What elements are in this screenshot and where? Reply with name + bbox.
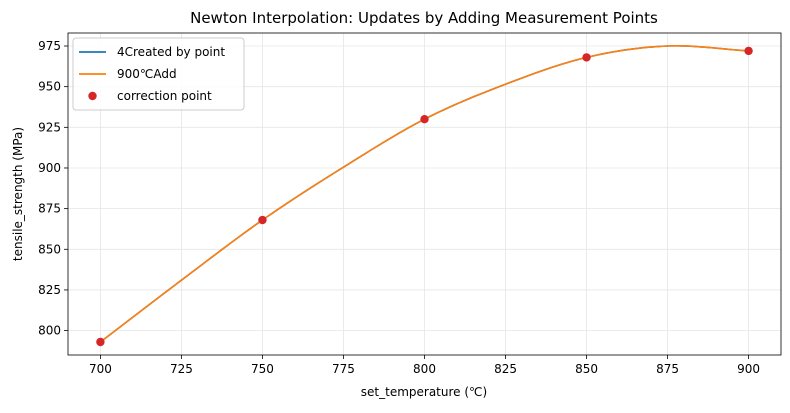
grid — [68, 33, 781, 355]
y-tick-label: 900 — [38, 161, 61, 175]
x-tick-label: 800 — [413, 362, 436, 376]
x-axis-label: set_temperature (℃) — [361, 385, 487, 399]
y-tick-label: 825 — [38, 283, 61, 297]
legend-label: 4Created by point — [117, 45, 225, 59]
y-tick-label: 950 — [38, 80, 61, 94]
series — [96, 45, 753, 347]
legend-label: correction point — [117, 89, 212, 103]
legend-box — [72, 37, 245, 111]
correction-point-marker — [582, 53, 591, 62]
x-tick-label: 900 — [737, 362, 760, 376]
x-tick-label: 700 — [89, 362, 112, 376]
x-tick-label: 825 — [494, 362, 517, 376]
y-axis-ticks: 800 825 850 875 900 925 950 975 — [38, 39, 68, 338]
x-tick-label: 725 — [170, 362, 193, 376]
x-tick-label: 750 — [251, 362, 274, 376]
x-tick-label: 775 — [332, 362, 355, 376]
y-axis-label: tensile_strength (MPa) — [11, 127, 25, 261]
chart-title: Newton Interpolation: Updates by Adding … — [190, 9, 658, 27]
x-tick-label: 875 — [656, 362, 679, 376]
correction-point-marker — [96, 337, 105, 347]
y-tick-label: 975 — [38, 39, 61, 53]
x-tick-label: 850 — [575, 362, 598, 376]
y-tick-label: 800 — [38, 324, 61, 338]
legend-swatch-marker — [88, 91, 97, 101]
legend: 4Created by point 900℃Add correction point — [72, 37, 245, 111]
correction-point-marker — [258, 215, 267, 225]
correction-point-marker — [744, 46, 753, 56]
correction-point-marker — [420, 114, 429, 124]
x-axis-ticks: 700 725 750 775 800 825 850 875 900 — [89, 355, 760, 376]
y-tick-label: 925 — [38, 120, 61, 134]
legend-items: 4Created by point 900℃Add correction point — [79, 45, 225, 103]
y-tick-label: 875 — [38, 202, 61, 216]
legend-label: 900℃Add — [117, 67, 177, 81]
y-tick-label: 850 — [38, 242, 61, 256]
